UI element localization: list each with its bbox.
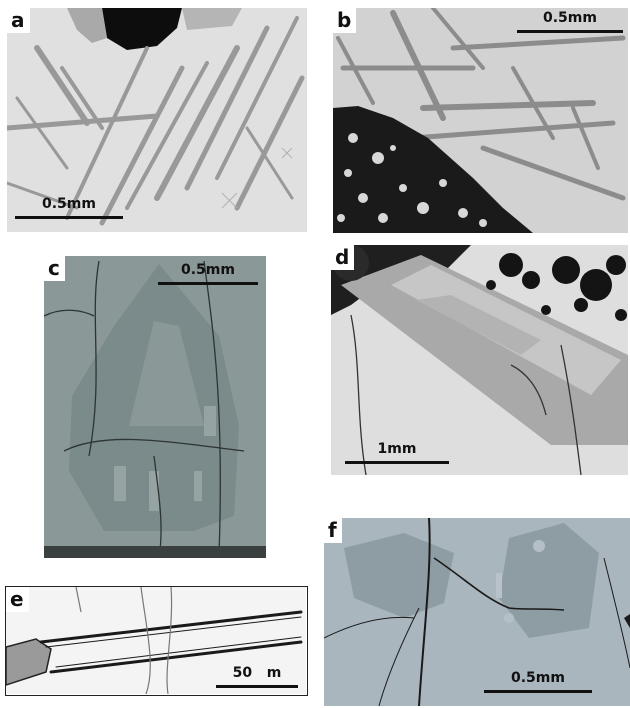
scale-bar-line: [484, 690, 592, 693]
panel-a: a 0.5mm: [7, 8, 307, 232]
scale-bar: 50 m: [216, 665, 298, 693]
scale-bar-label: 0.5mm: [511, 670, 565, 686]
scale-bar: 1mm: [345, 441, 449, 469]
panel-e-image: [6, 587, 306, 694]
scale-bar-line: [345, 461, 449, 464]
panel-f-image: [324, 518, 630, 706]
scale-bar-label: 0.5mm: [42, 196, 96, 212]
panel-label: d: [331, 245, 355, 270]
panel-label: e: [6, 587, 29, 612]
panel-label: b: [333, 8, 357, 33]
panel-b: b 0.5mm: [333, 8, 628, 233]
panel-label: a: [7, 8, 30, 33]
scale-bar: 0.5mm: [158, 262, 258, 290]
panel-a-image: [7, 8, 307, 232]
scale-bar: 0.5mm: [484, 670, 592, 698]
panel-d: d 1mm: [331, 245, 628, 475]
panel-e: e 50 m: [5, 586, 308, 696]
panel-f: f 0.5mm: [324, 518, 630, 706]
scale-bar-line: [216, 685, 298, 688]
scale-bar-label: 1mm: [377, 441, 417, 457]
scale-bar-label: 0.5mm: [543, 10, 597, 26]
panel-c: c 0.5mm: [44, 256, 266, 558]
scale-bar-label: 50 m: [232, 665, 282, 681]
panel-label: f: [324, 518, 342, 543]
panel-c-image: [44, 256, 266, 558]
scale-bar: 0.5mm: [15, 196, 123, 224]
panel-b-image: [333, 8, 628, 233]
scale-bar: 0.5mm: [517, 10, 623, 38]
panel-label: c: [44, 256, 65, 281]
scale-bar-line: [158, 282, 258, 285]
scale-bar-label: 0.5mm: [181, 262, 235, 278]
scale-bar-line: [15, 216, 123, 219]
panel-d-image: [331, 245, 628, 475]
scale-bar-line: [517, 30, 623, 33]
